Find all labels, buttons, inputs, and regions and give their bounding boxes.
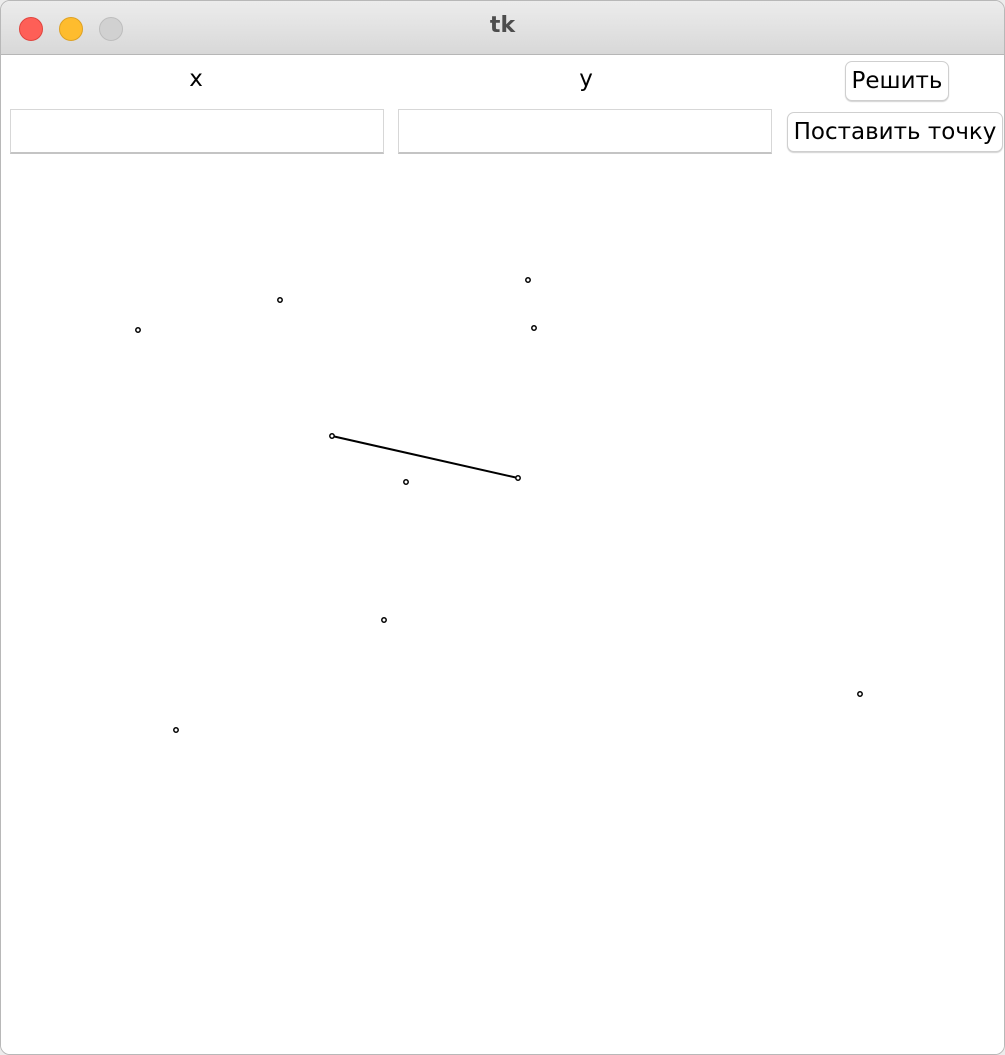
zoom-window-button[interactable]	[99, 17, 123, 41]
canvas-point	[329, 433, 335, 439]
canvas-point	[135, 327, 141, 333]
canvas-point	[525, 277, 531, 283]
add-point-button[interactable]: Поставить точку	[787, 112, 1003, 152]
x-input[interactable]	[10, 109, 384, 154]
title-bar[interactable]: tk	[1, 1, 1004, 55]
canvas-point	[857, 691, 863, 697]
canvas-point	[277, 297, 283, 303]
canvas-point	[173, 727, 179, 733]
solve-button[interactable]: Решить	[845, 61, 949, 101]
main-content: x y Решить Поставить точку	[1, 56, 1004, 1054]
canvas-point	[531, 325, 537, 331]
drawing-canvas[interactable]	[1, 109, 1004, 999]
minimize-window-button[interactable]	[59, 17, 83, 41]
close-window-button[interactable]	[19, 17, 43, 41]
x-label: x	[189, 66, 203, 92]
canvas-point	[403, 479, 409, 485]
canvas-point	[381, 617, 387, 623]
window-title: tk	[489, 13, 516, 38]
segment-line	[331, 435, 519, 479]
y-input[interactable]	[398, 109, 772, 154]
canvas-point	[515, 475, 521, 481]
y-label: y	[579, 66, 593, 92]
